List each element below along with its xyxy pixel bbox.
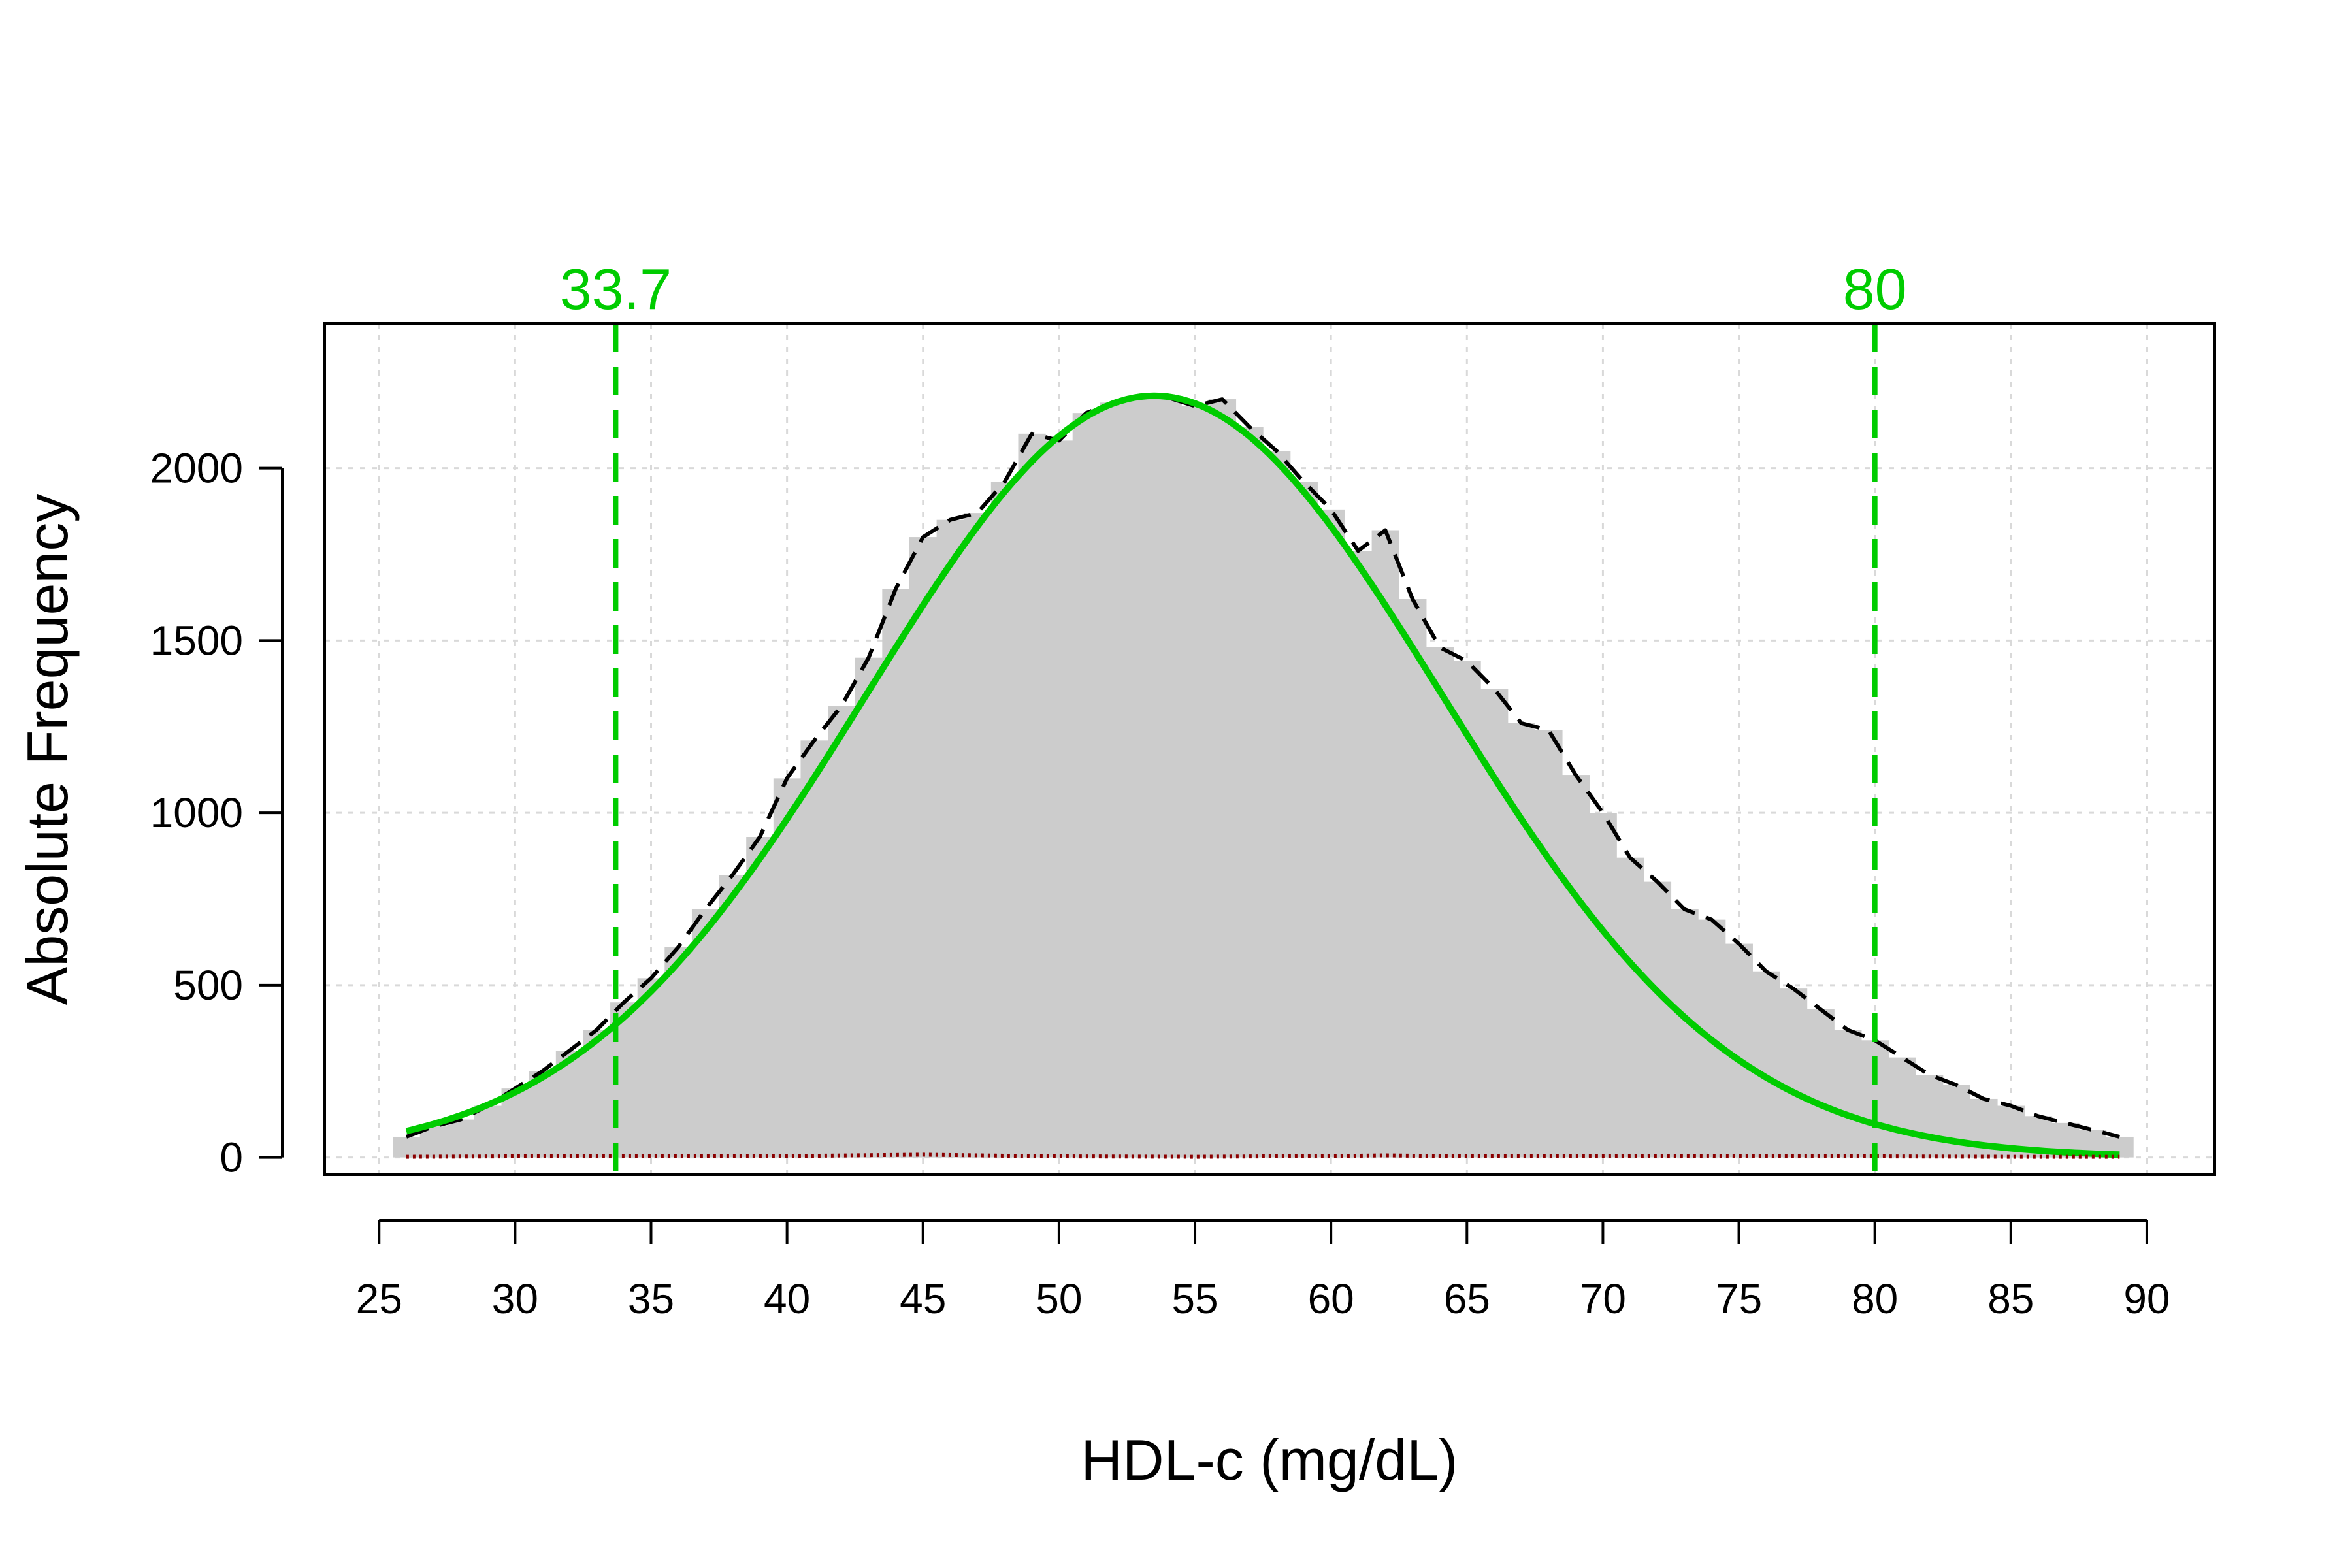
- histogram-bar: [1263, 451, 1291, 1158]
- histogram-bar: [1181, 406, 1209, 1158]
- y-tick-label: 500: [173, 962, 243, 1009]
- x-tick-label: 75: [1716, 1275, 1762, 1322]
- density-curve: [405, 393, 2121, 1139]
- histogram-bar: [1426, 647, 1454, 1158]
- histogram-bar: [1100, 402, 1128, 1158]
- histogram-bar: [1072, 413, 1100, 1158]
- fitted-normal-curve: [405, 392, 2120, 1158]
- y-tick-label: 1500: [150, 617, 243, 664]
- histogram-bar: [1154, 397, 1182, 1158]
- x-tick-label: 65: [1444, 1275, 1490, 1322]
- curves: [405, 392, 2121, 1159]
- histogram-bar: [1045, 440, 1073, 1158]
- histogram-bar: [1643, 881, 1672, 1158]
- histogram-bar: [1942, 1085, 1970, 1158]
- histogram-bar: [1916, 1075, 1944, 1158]
- histogram-bar: [1317, 509, 1345, 1158]
- reference-line-label: 33.7: [560, 257, 672, 321]
- histogram-bar: [1616, 857, 1644, 1158]
- y-tick-label: 1000: [150, 789, 243, 836]
- histogram-bar: [1806, 1009, 1835, 1158]
- histogram-bar: [474, 1105, 502, 1158]
- x-tick-label: 35: [628, 1275, 674, 1322]
- x-tick-label: 40: [764, 1275, 810, 1322]
- histogram-bar: [964, 513, 992, 1158]
- histogram-bar: [1834, 1030, 1862, 1158]
- histogram-bar: [1752, 971, 1780, 1158]
- histogram-bar: [1290, 482, 1318, 1158]
- histogram-bar: [1235, 427, 1264, 1158]
- y-tick-label: 0: [220, 1134, 243, 1181]
- x-tick-label: 85: [1987, 1275, 2034, 1322]
- histogram-bar: [1888, 1057, 1916, 1158]
- x-tick-label: 55: [1171, 1275, 1218, 1322]
- histogram-bar: [1208, 399, 1237, 1158]
- histogram-bar: [691, 909, 720, 1158]
- histogram-bar: [1126, 395, 1155, 1158]
- x-tick-label: 80: [1852, 1275, 1898, 1322]
- histogram-bar: [800, 740, 828, 1158]
- reference-lines: 33.7 80: [560, 257, 1907, 1181]
- residual-curve: [406, 1152, 2120, 1159]
- histogram-bar: [1344, 551, 1373, 1158]
- x-tick-label: 60: [1308, 1275, 1354, 1322]
- histogram-bar: [746, 837, 774, 1158]
- histogram-bars: [393, 395, 2134, 1158]
- histogram-bar: [1507, 723, 1535, 1158]
- x-tick-label: 90: [2123, 1275, 2170, 1322]
- histogram-bar: [1371, 530, 1399, 1158]
- plot-frame: [323, 322, 2216, 1176]
- x-axis-title: HDL-c (mg/dL): [1081, 1428, 1458, 1492]
- x-tick-label: 25: [356, 1275, 402, 1322]
- histogram-bar: [1018, 433, 1046, 1158]
- histogram-bar: [1779, 988, 1808, 1158]
- histogram-bar: [882, 589, 910, 1158]
- histogram-bar: [1399, 599, 1427, 1158]
- y-axis-title: Absolute Frequency: [15, 494, 80, 1005]
- histogram-bar: [828, 706, 856, 1158]
- x-tick-label: 30: [492, 1275, 538, 1322]
- histogram-bar: [1535, 730, 1563, 1158]
- histogram-bar: [393, 1136, 421, 1158]
- histogram-bar: [664, 947, 693, 1158]
- histogram-bar: [990, 482, 1019, 1158]
- reference-line-label: 80: [1843, 257, 1907, 321]
- x-tick-label: 45: [900, 1275, 946, 1322]
- histogram-bar: [719, 875, 747, 1158]
- x-tick-label: 70: [1580, 1275, 1626, 1322]
- x-tick-label: 50: [1036, 1275, 1082, 1322]
- y-tick-label: 2000: [150, 445, 243, 492]
- histogram-bar: [1561, 775, 1590, 1158]
- histogram-bar: [909, 537, 938, 1158]
- histogram-bar: [936, 519, 964, 1158]
- histogram-bar: [1671, 909, 1699, 1158]
- histogram-bar: [583, 1030, 611, 1158]
- histogram-bar: [637, 978, 665, 1158]
- axes: 25 30 35 40 45 50 55 60 65 70 75 80 85 90 0 500 1000 1500…: [150, 445, 2170, 1322]
- histogram-bar: [1589, 813, 1617, 1158]
- histogram-bar: [773, 778, 802, 1158]
- histogram-bar: [855, 657, 883, 1158]
- histogram-bar: [447, 1119, 475, 1158]
